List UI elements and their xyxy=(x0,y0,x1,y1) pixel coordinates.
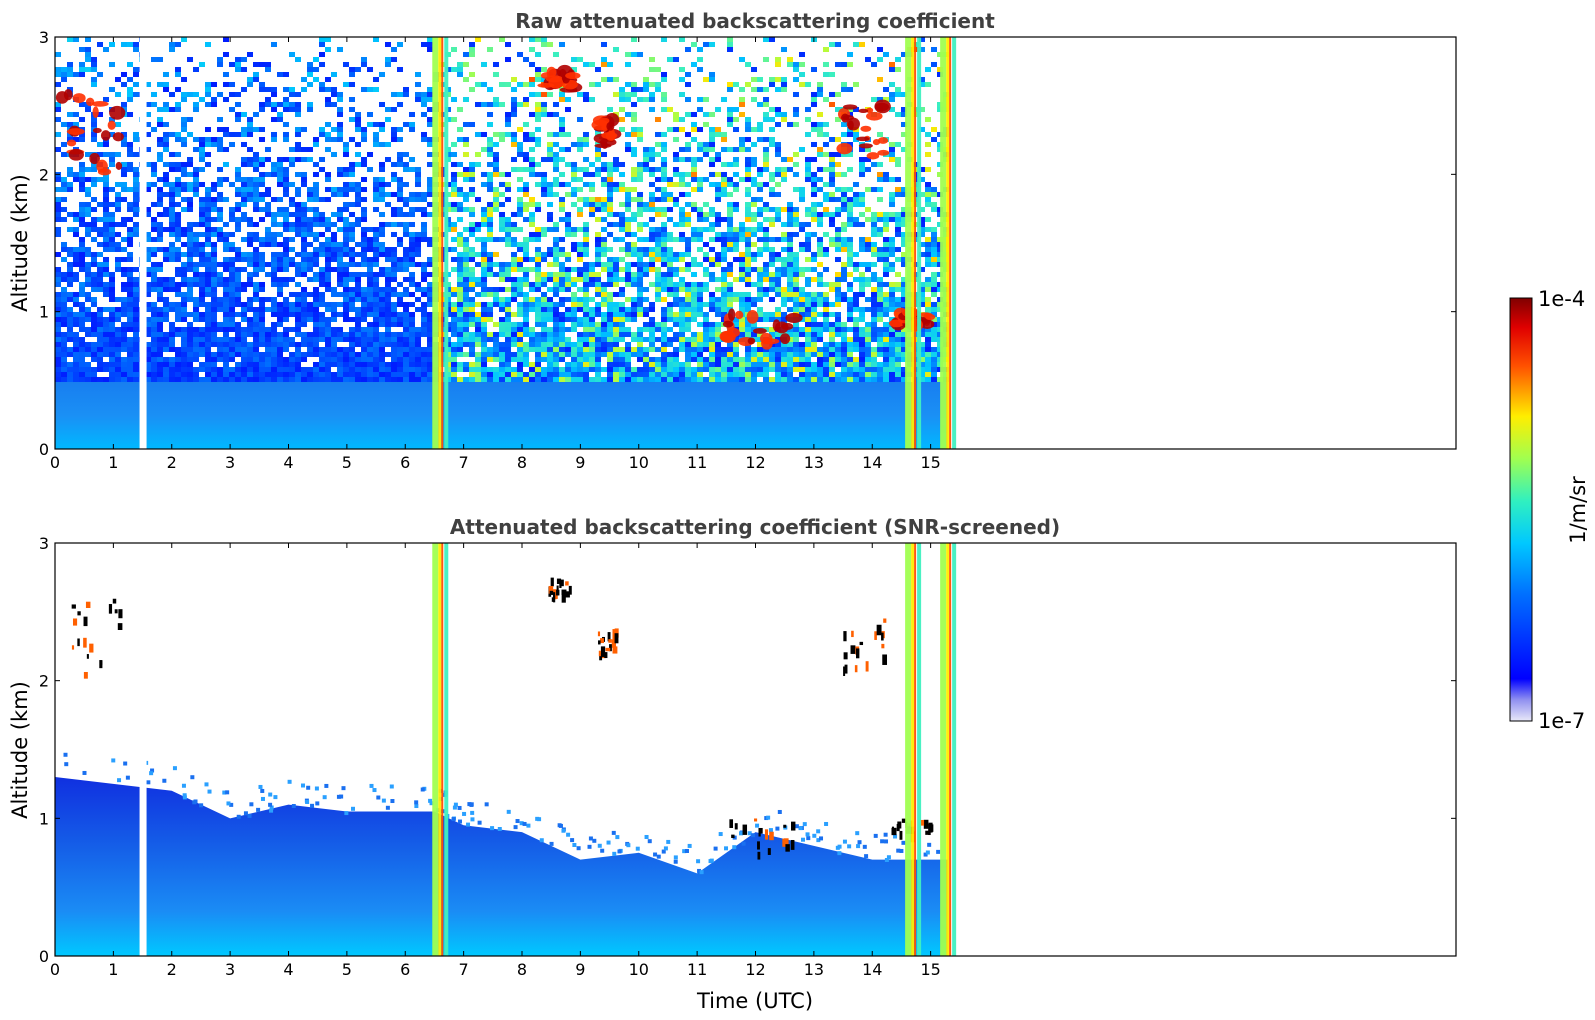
y-tick-label: 1 xyxy=(39,809,49,828)
x-tick-label: 10 xyxy=(629,453,649,472)
high-signal-column xyxy=(940,37,957,449)
x-tick-label: 9 xyxy=(575,960,585,979)
y-tick-label: 2 xyxy=(39,165,49,184)
x-tick-label: 6 xyxy=(400,960,410,979)
colorbar-gradient xyxy=(1509,297,1533,722)
screened-cloud-feature xyxy=(597,628,619,661)
raw-backscatter-panel: Raw attenuated backscattering coefficien… xyxy=(8,9,1457,472)
screened-cloud-feature xyxy=(71,598,123,679)
x-tick-label: 11 xyxy=(687,960,707,979)
x-tick-label: 4 xyxy=(283,453,293,472)
screened-cloud-feature xyxy=(843,618,888,677)
x-tick-label: 0 xyxy=(50,453,60,472)
x-tick-label: 11 xyxy=(687,453,707,472)
x-tick-label: 7 xyxy=(459,960,469,979)
x-tick-label: 5 xyxy=(342,960,352,979)
x-tick-label: 2 xyxy=(167,960,177,979)
screened-backscatter-panel: Attenuated backscattering coefficient (S… xyxy=(8,515,1457,1013)
x-tick-label: 3 xyxy=(225,960,235,979)
y-tick-label: 0 xyxy=(39,440,49,459)
boundary-layer-signal xyxy=(55,777,949,956)
raw-x-ticks: 0 1 2 3 4 5 6 7 8 9 10 11 12 13 14 15 xyxy=(50,37,941,472)
raw-cloud-feature xyxy=(719,308,803,350)
high-signal-column xyxy=(940,543,957,956)
x-tick-label: 1 xyxy=(108,453,118,472)
raw-cloud-feature xyxy=(591,113,622,149)
raw-y-ticks: 0 1 2 3 xyxy=(39,28,1456,459)
colorbar-unit-label: 1/m/sr xyxy=(1566,476,1590,544)
raw-panel-title: Raw attenuated backscattering coefficien… xyxy=(515,9,995,33)
x-tick-label: 6 xyxy=(400,453,410,472)
colorbar-min-label: 1e-7 xyxy=(1538,709,1585,733)
high-signal-column xyxy=(432,37,449,449)
data-gap-column xyxy=(139,543,147,956)
high-signal-column xyxy=(905,543,922,956)
x-tick-label: 3 xyxy=(225,453,235,472)
y-tick-label: 0 xyxy=(39,947,49,966)
screened-x-ticks: 0 1 2 3 4 5 6 7 8 9 10 11 12 13 14 15 xyxy=(50,543,941,979)
x-tick-label: 14 xyxy=(862,960,882,979)
x-tick-label: 4 xyxy=(283,960,293,979)
x-tick-label: 12 xyxy=(745,960,765,979)
raw-heatmap xyxy=(55,37,957,449)
x-axis-label: Time (UTC) xyxy=(696,989,813,1013)
raw-cloud-feature xyxy=(55,89,126,176)
screened-heatmap xyxy=(55,543,957,956)
raw-cloud-feature xyxy=(836,99,891,160)
x-tick-label: 15 xyxy=(920,960,940,979)
x-tick-label: 13 xyxy=(804,960,824,979)
x-tick-label: 0 xyxy=(50,960,60,979)
colorbar: 1e-4 1e-7 1/m/sr xyxy=(1509,287,1590,733)
high-signal-column xyxy=(905,37,922,449)
raw-y-axis-label: Altitude (km) xyxy=(8,174,32,312)
screened-cloud-feature xyxy=(729,818,796,860)
screened-cloud-feature xyxy=(548,577,572,603)
x-tick-label: 15 xyxy=(920,453,940,472)
y-tick-label: 3 xyxy=(39,28,49,47)
raw-cloud-feature xyxy=(537,64,583,93)
y-tick-label: 2 xyxy=(39,672,49,691)
y-tick-label: 1 xyxy=(39,303,49,322)
data-gap-column xyxy=(139,37,147,449)
x-tick-label: 14 xyxy=(862,453,882,472)
boundary-layer-edge-speckle xyxy=(63,752,941,875)
x-tick-label: 8 xyxy=(517,453,527,472)
x-tick-label: 13 xyxy=(804,453,824,472)
screened-y-ticks: 0 1 2 3 xyxy=(39,534,1456,966)
x-tick-label: 7 xyxy=(459,453,469,472)
y-tick-label: 3 xyxy=(39,534,49,553)
colorbar-max-label: 1e-4 xyxy=(1538,287,1585,311)
x-tick-label: 12 xyxy=(745,453,765,472)
screened-y-axis-label: Altitude (km) xyxy=(8,681,32,819)
x-tick-label: 8 xyxy=(517,960,527,979)
high-signal-column xyxy=(432,543,449,956)
x-tick-label: 1 xyxy=(108,960,118,979)
x-tick-label: 9 xyxy=(575,453,585,472)
raw-noise-speckle xyxy=(55,37,949,382)
screened-panel-title: Attenuated backscattering coefficient (S… xyxy=(450,515,1060,539)
x-tick-label: 10 xyxy=(629,960,649,979)
x-tick-label: 5 xyxy=(342,453,352,472)
x-tick-label: 2 xyxy=(167,453,177,472)
